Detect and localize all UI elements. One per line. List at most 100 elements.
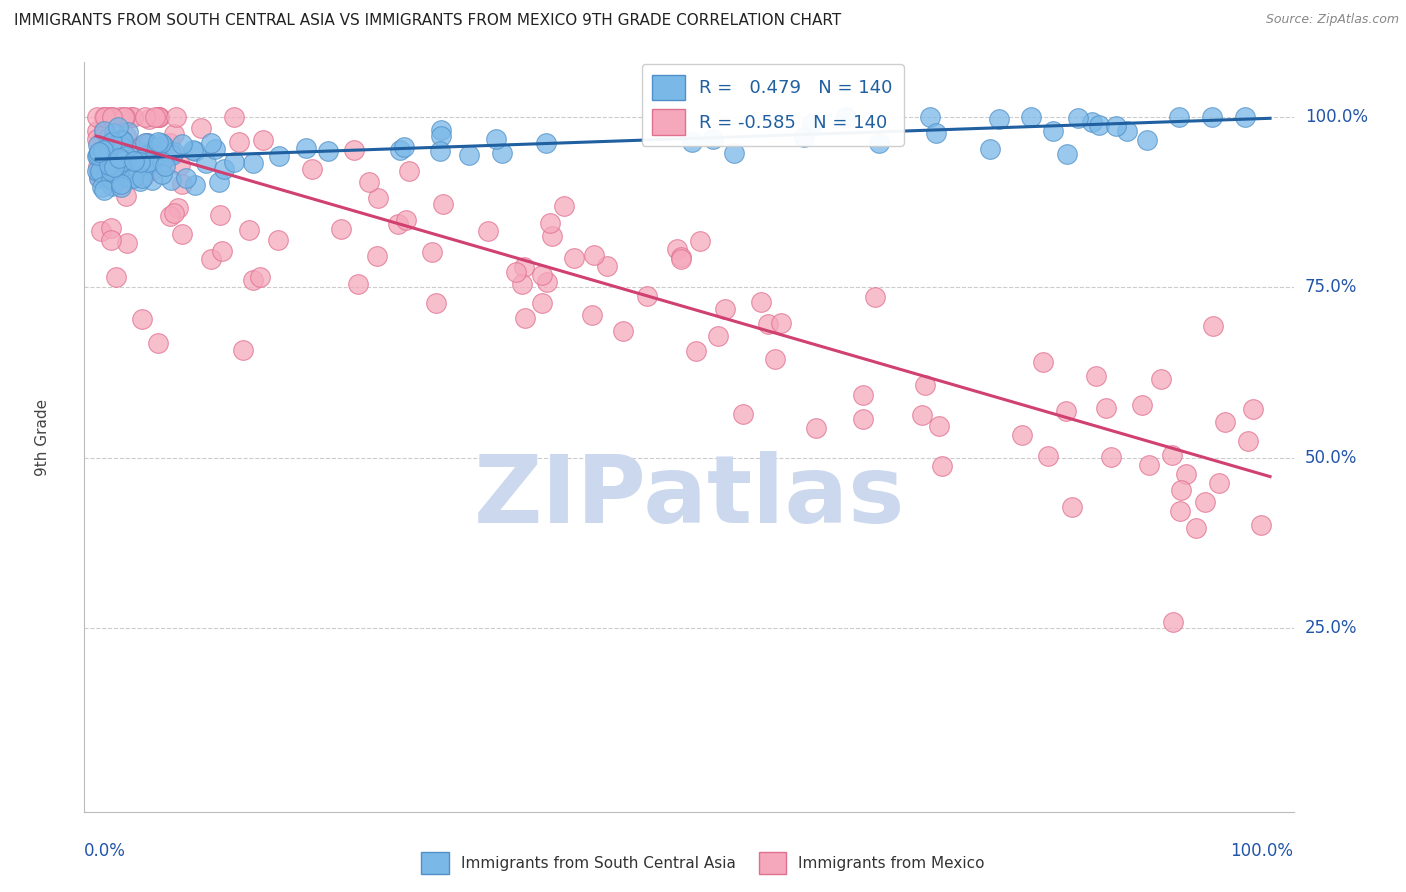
Point <box>86 149 108 163</box>
Point <box>169 158 191 172</box>
Point <box>1054 404 1077 418</box>
Point <box>366 249 388 263</box>
Point <box>172 177 194 191</box>
Point <box>93 121 115 136</box>
Point <box>636 288 658 302</box>
Point <box>115 188 138 202</box>
Point <box>1095 401 1118 415</box>
Point <box>581 308 603 322</box>
Point <box>914 378 936 392</box>
Point <box>301 161 323 176</box>
Point <box>107 145 129 159</box>
Point <box>430 129 453 144</box>
Point <box>138 112 160 127</box>
Point <box>1042 124 1064 138</box>
Point <box>98 141 121 155</box>
Point <box>115 129 138 144</box>
Point <box>87 137 110 152</box>
Point <box>367 192 389 206</box>
Point <box>96 151 118 165</box>
Point <box>868 136 890 150</box>
Point <box>749 295 772 310</box>
Point <box>108 110 131 124</box>
Point <box>208 175 231 189</box>
Point <box>536 275 558 289</box>
Point <box>763 352 786 367</box>
Point <box>212 161 235 176</box>
Point <box>112 134 135 148</box>
Text: 100.0%: 100.0% <box>1305 108 1368 126</box>
Point <box>252 133 274 147</box>
Point <box>87 169 110 184</box>
Point <box>135 147 157 161</box>
Point <box>103 126 125 140</box>
Point <box>100 221 122 235</box>
Point <box>665 242 688 256</box>
Point <box>143 110 166 124</box>
Point <box>87 146 110 161</box>
Point <box>146 140 169 154</box>
Point <box>110 157 132 171</box>
Point <box>1150 372 1173 386</box>
Point <box>129 174 152 188</box>
Point <box>142 143 165 157</box>
Point <box>184 145 207 159</box>
Point <box>242 156 264 170</box>
Point <box>100 110 122 124</box>
Point <box>141 163 163 178</box>
Point <box>1170 483 1192 497</box>
Point <box>115 149 138 163</box>
Point <box>138 157 160 171</box>
Point <box>222 110 245 124</box>
Point <box>669 251 692 265</box>
Point <box>1213 415 1236 429</box>
Point <box>148 110 170 124</box>
Point <box>458 148 481 162</box>
Point <box>852 412 875 426</box>
Point <box>432 197 454 211</box>
Point <box>863 290 886 304</box>
Point <box>167 201 190 215</box>
Point <box>87 147 110 161</box>
Point <box>93 110 115 124</box>
Point <box>200 252 222 266</box>
Point <box>91 146 114 161</box>
Point <box>108 151 131 165</box>
Point <box>152 138 174 153</box>
Point <box>159 136 181 151</box>
Point <box>145 150 167 164</box>
Point <box>928 418 950 433</box>
Point <box>1250 517 1272 532</box>
Point <box>111 153 134 168</box>
Point <box>204 142 226 156</box>
Point <box>979 142 1001 156</box>
Point <box>118 158 141 172</box>
Point <box>165 110 187 124</box>
Point <box>122 141 145 155</box>
Point <box>1175 467 1198 481</box>
Point <box>1136 133 1159 147</box>
Point <box>430 123 453 137</box>
Point <box>121 110 143 124</box>
Point <box>612 324 634 338</box>
Point <box>129 155 152 169</box>
Point <box>89 170 111 185</box>
Point <box>689 235 711 249</box>
Point <box>987 112 1010 126</box>
Point <box>150 136 173 150</box>
Point <box>110 180 132 194</box>
Point <box>911 408 934 422</box>
Point <box>122 167 145 181</box>
Point <box>183 143 205 157</box>
Point <box>804 421 827 435</box>
Point <box>111 168 134 182</box>
Point <box>756 317 779 331</box>
Point <box>162 205 184 219</box>
Point <box>671 252 693 266</box>
Point <box>343 143 366 157</box>
Point <box>86 132 108 146</box>
Point <box>209 208 232 222</box>
Point <box>96 142 118 156</box>
Point <box>104 155 127 169</box>
Point <box>131 159 153 173</box>
